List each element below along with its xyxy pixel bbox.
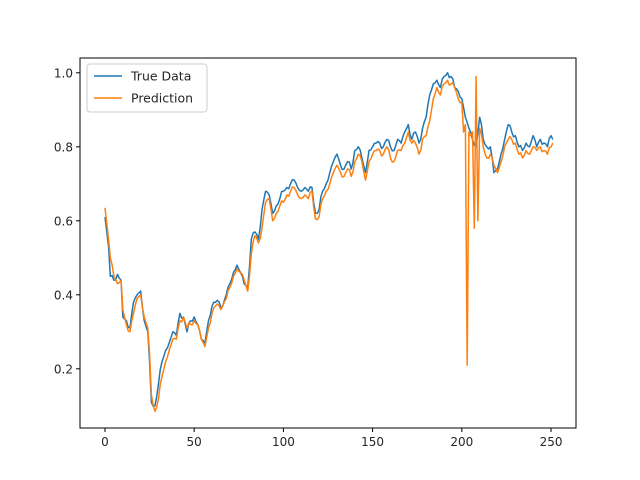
series-layer bbox=[104, 72, 554, 413]
x-tick-label: 0 bbox=[101, 435, 109, 449]
series-line-true-data bbox=[104, 72, 554, 407]
y-tick-label: 0.6 bbox=[54, 214, 73, 228]
x-tick-label: 100 bbox=[272, 435, 295, 449]
y-tick-label: 1.0 bbox=[54, 66, 73, 80]
y-tick-label: 0.2 bbox=[54, 362, 73, 376]
series-line-prediction bbox=[104, 75, 554, 413]
legend-label: Prediction bbox=[131, 91, 193, 106]
y-tick-label: 0.8 bbox=[54, 140, 73, 154]
x-tick-label: 200 bbox=[450, 435, 473, 449]
legend: True Data Prediction bbox=[86, 63, 208, 113]
legend-label: True Data bbox=[130, 69, 191, 84]
x-axis: 0 50 100 150 200 250 bbox=[101, 428, 562, 449]
axes-frame bbox=[79, 57, 577, 429]
x-tick-label: 50 bbox=[187, 435, 202, 449]
y-tick-label: 0.4 bbox=[54, 288, 73, 302]
y-axis: 0.2 0.4 0.6 0.8 1.0 bbox=[54, 66, 80, 376]
x-tick-label: 150 bbox=[361, 435, 384, 449]
x-tick-label: 250 bbox=[540, 435, 563, 449]
